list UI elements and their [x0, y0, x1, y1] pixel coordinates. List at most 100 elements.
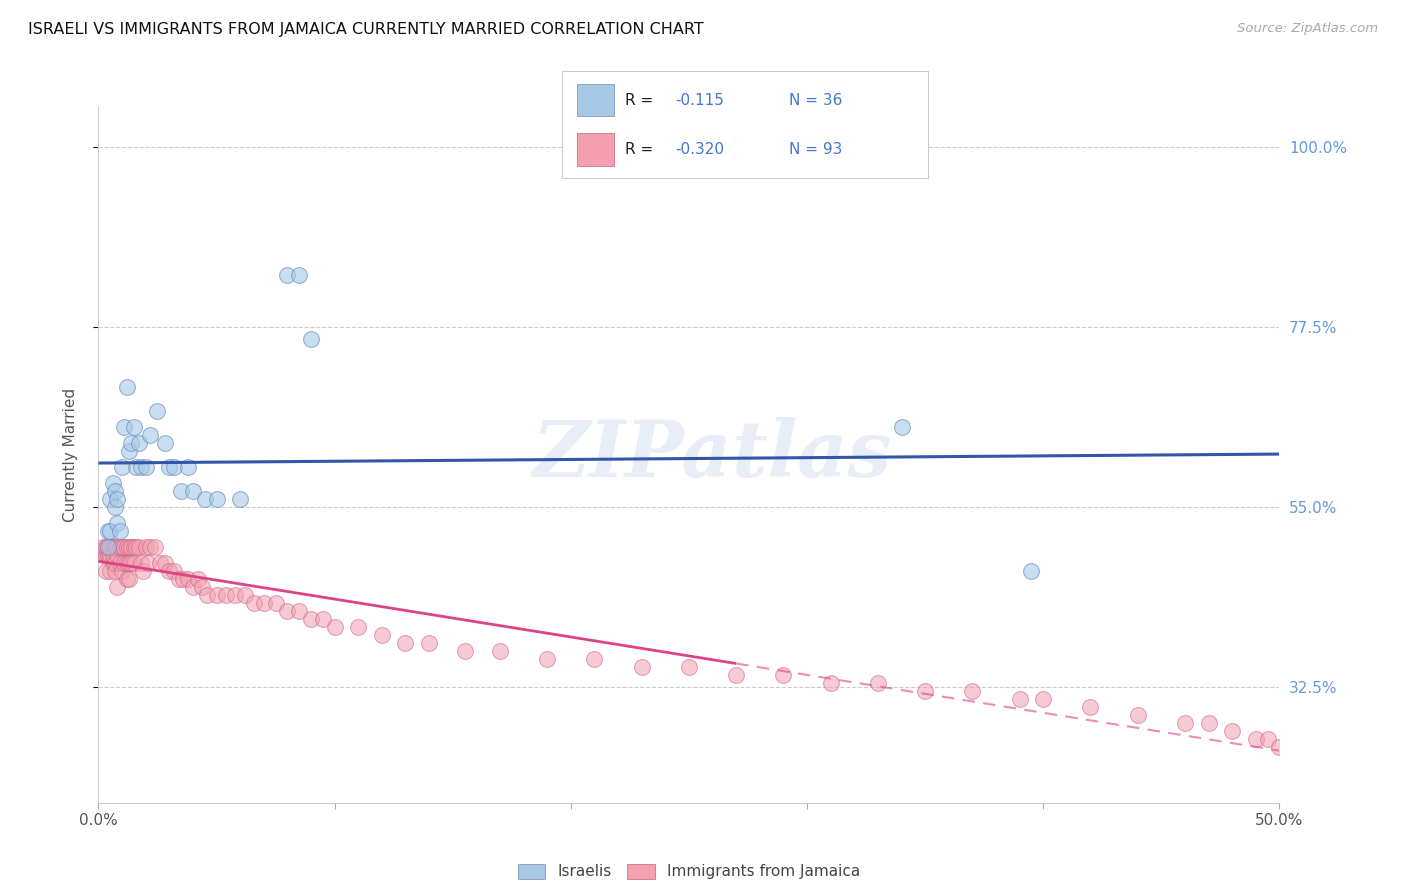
- Point: [115, 380, 138, 394]
- Point: [105, 516, 128, 530]
- Point: [347, 620, 370, 634]
- Point: [105, 491, 128, 506]
- Point: [418, 636, 440, 650]
- Text: -0.320: -0.320: [676, 142, 724, 157]
- Point: [394, 636, 416, 650]
- Point: [299, 612, 322, 626]
- Point: [288, 604, 311, 618]
- FancyBboxPatch shape: [576, 84, 613, 116]
- Point: [94, 564, 117, 578]
- Point: [170, 483, 193, 498]
- Point: [276, 604, 298, 618]
- Point: [101, 475, 124, 490]
- Point: [111, 540, 134, 554]
- Point: [108, 540, 131, 554]
- Point: [122, 540, 145, 554]
- Point: [914, 683, 936, 698]
- Point: [1174, 715, 1197, 730]
- Point: [1198, 715, 1220, 730]
- Point: [91, 548, 114, 562]
- Point: [139, 428, 162, 442]
- Point: [583, 652, 606, 666]
- Point: [94, 548, 117, 562]
- Point: [191, 580, 214, 594]
- Point: [536, 652, 558, 666]
- Text: -0.115: -0.115: [676, 93, 724, 108]
- Point: [181, 580, 204, 594]
- Point: [111, 459, 134, 474]
- Point: [128, 540, 150, 554]
- Point: [1257, 731, 1279, 746]
- Point: [243, 596, 266, 610]
- Point: [132, 564, 155, 578]
- Point: [143, 540, 166, 554]
- Point: [98, 491, 121, 506]
- Text: ZIPatlas: ZIPatlas: [533, 417, 893, 493]
- Point: [1080, 699, 1102, 714]
- Point: [135, 459, 157, 474]
- Point: [205, 491, 228, 506]
- Legend: Israelis, Immigrants from Jamaica: Israelis, Immigrants from Jamaica: [512, 857, 866, 886]
- Point: [111, 564, 134, 578]
- Point: [962, 683, 984, 698]
- Point: [94, 540, 117, 554]
- Point: [233, 588, 256, 602]
- Point: [312, 612, 335, 626]
- Point: [129, 459, 152, 474]
- Point: [149, 556, 172, 570]
- Point: [139, 540, 162, 554]
- Point: [229, 491, 252, 506]
- Point: [866, 676, 889, 690]
- Point: [135, 540, 157, 554]
- Point: [115, 572, 138, 586]
- Point: [118, 540, 141, 554]
- Point: [97, 524, 120, 538]
- Point: [115, 540, 138, 554]
- Point: [772, 668, 794, 682]
- Point: [105, 540, 128, 554]
- Point: [172, 572, 194, 586]
- Point: [323, 620, 346, 634]
- Point: [108, 524, 131, 538]
- Point: [630, 660, 652, 674]
- Point: [98, 564, 121, 578]
- Point: [115, 556, 138, 570]
- Point: [118, 572, 141, 586]
- Point: [98, 548, 121, 562]
- Point: [1021, 564, 1043, 578]
- Point: [125, 540, 148, 554]
- Point: [1220, 723, 1243, 738]
- Point: [98, 540, 121, 554]
- Text: ISRAELI VS IMMIGRANTS FROM JAMAICA CURRENTLY MARRIED CORRELATION CHART: ISRAELI VS IMMIGRANTS FROM JAMAICA CURRE…: [28, 22, 704, 37]
- Text: N = 93: N = 93: [789, 142, 842, 157]
- Point: [104, 556, 127, 570]
- Point: [1126, 707, 1149, 722]
- Point: [157, 459, 180, 474]
- Point: [91, 540, 114, 554]
- Point: [122, 420, 145, 434]
- Point: [101, 556, 124, 570]
- Point: [215, 588, 238, 602]
- Point: [489, 644, 512, 658]
- Point: [1008, 691, 1031, 706]
- Point: [299, 332, 322, 346]
- Point: [105, 548, 128, 562]
- Point: [181, 483, 204, 498]
- Point: [118, 556, 141, 570]
- Point: [163, 564, 186, 578]
- Point: [97, 540, 120, 554]
- Point: [118, 444, 141, 458]
- Point: [105, 580, 128, 594]
- Point: [121, 436, 143, 450]
- Point: [157, 564, 180, 578]
- Point: [153, 436, 176, 450]
- Point: [121, 556, 143, 570]
- Point: [195, 588, 218, 602]
- Point: [129, 556, 152, 570]
- Point: [104, 564, 127, 578]
- Point: [121, 540, 143, 554]
- Point: [1032, 691, 1054, 706]
- Point: [177, 459, 200, 474]
- Point: [163, 459, 186, 474]
- Point: [136, 556, 159, 570]
